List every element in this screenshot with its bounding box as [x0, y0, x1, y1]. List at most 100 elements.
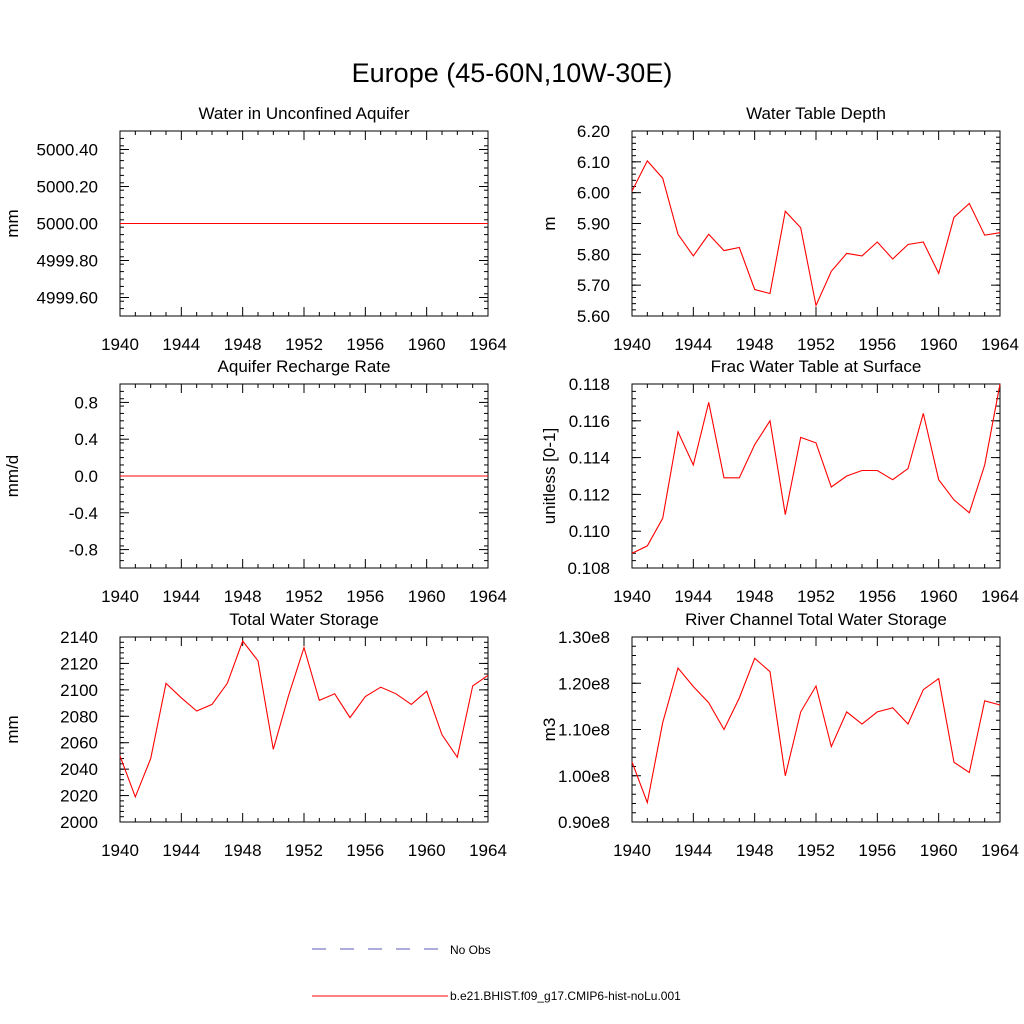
x-tick-label: 1944: [162, 841, 200, 860]
y-axis-label: m: [540, 216, 559, 230]
y-tick-label: 5000.20: [37, 178, 98, 197]
legend: No Obs b.e21.BHIST.f09_g17.CMIP6-hist-no…: [312, 943, 681, 1003]
chart-panel-5: Total Water Storage mm 1940 1944 1948 1952 195…: [3, 610, 507, 860]
x-tick-label: 1960: [920, 841, 958, 860]
y-tick-label: 0.114: [569, 449, 610, 468]
x-tick-label: 1948: [224, 841, 262, 860]
y-tick-label: -0.4: [69, 504, 98, 523]
x-tick-label: 1956: [346, 335, 384, 354]
legend-obs-label: No Obs: [450, 943, 491, 957]
y-tick-label: 4999.80: [37, 252, 98, 271]
y-tick-label: 1.20e8: [558, 674, 610, 693]
x-tick-label: 1940: [613, 587, 651, 606]
x-tick-label: 1960: [408, 587, 446, 606]
y-tick-label: 0.112: [569, 485, 610, 504]
x-tick-label: 1948: [736, 335, 774, 354]
x-tick-label: 1944: [674, 587, 712, 606]
x-tick-label: 1940: [613, 841, 651, 860]
y-tick-label: 5.60: [577, 307, 610, 326]
x-tick-label: 1952: [285, 841, 323, 860]
plot-frame: [631, 383, 1001, 569]
chart-panel-1: Water in Unconfined Aquifer mm 1940 1944 194…: [3, 104, 507, 354]
panel-title: Water in Unconfined Aquifer: [198, 104, 409, 123]
x-tick-label: 1948: [224, 335, 262, 354]
y-tick-label: 2000: [60, 813, 98, 832]
x-tick-label: 1944: [162, 587, 200, 606]
y-tick-label: 0.118: [569, 375, 610, 394]
x-tick-label: 1948: [736, 841, 774, 860]
y-tick-label: 1.00e8: [558, 767, 610, 786]
panel-title: Aquifer Recharge Rate: [218, 357, 391, 376]
y-tick-label: 2080: [60, 707, 98, 726]
plot-frame: [631, 636, 1001, 823]
y-tick-label: 2120: [60, 654, 98, 673]
x-tick-label: 1956: [346, 587, 384, 606]
chart-panel-4: Frac Water Table at Surface unitless [0-1…: [540, 357, 1019, 606]
y-tick-label: -0.8: [69, 541, 98, 560]
y-tick-label: 2060: [60, 734, 98, 753]
figure-title: Europe (45-60N,10W-30E): [352, 58, 673, 88]
series-line: [631, 657, 1001, 805]
x-tick-label: 1948: [736, 587, 774, 606]
y-tick-label: 5.80: [577, 245, 610, 264]
plot-frame: [631, 130, 1001, 317]
x-tick-label: 1944: [674, 335, 712, 354]
x-tick-label: 1960: [408, 335, 446, 354]
y-tick-label: 2020: [60, 787, 98, 806]
x-tick-label: 1952: [285, 335, 323, 354]
panel-title: Water Table Depth: [746, 104, 886, 123]
chart-panel-3: Aquifer Recharge Rate mm/d 1940 1944 1948 195…: [3, 357, 507, 606]
x-tick-label: 1940: [613, 335, 651, 354]
y-tick-label: 1.10e8: [558, 721, 610, 740]
series-line: [631, 383, 1001, 554]
y-tick-label: 2100: [60, 681, 98, 700]
y-tick-label: 0.110: [569, 522, 610, 541]
y-axis-label: mm: [3, 715, 22, 743]
legend-model-label: b.e21.BHIST.f09_g17.CMIP6-hist-noLu.001: [450, 989, 681, 1003]
x-tick-label: 1964: [981, 335, 1019, 354]
x-tick-label: 1940: [101, 587, 139, 606]
x-tick-label: 1960: [920, 335, 958, 354]
x-tick-label: 1956: [346, 841, 384, 860]
x-tick-label: 1964: [469, 335, 507, 354]
x-tick-label: 1944: [162, 335, 200, 354]
y-axis-label: mm/d: [3, 455, 22, 498]
x-tick-label: 1964: [981, 841, 1019, 860]
y-tick-label: 5.70: [577, 276, 610, 295]
y-tick-label: 5000.40: [37, 141, 98, 160]
panel-title: Total Water Storage: [229, 610, 379, 629]
x-tick-label: 1964: [469, 841, 507, 860]
y-tick-label: 0.108: [567, 559, 610, 578]
y-tick-label: 0.90e8: [558, 813, 610, 832]
y-axis-label: m3: [540, 718, 559, 742]
series-line: [119, 639, 489, 799]
x-tick-label: 1956: [858, 841, 896, 860]
x-tick-label: 1944: [674, 841, 712, 860]
x-tick-label: 1964: [469, 587, 507, 606]
series-line: [631, 159, 1001, 308]
x-tick-label: 1960: [920, 587, 958, 606]
panel-title: Frac Water Table at Surface: [711, 357, 922, 376]
plot-frame: [119, 636, 489, 823]
y-tick-label: 6.10: [577, 153, 610, 172]
x-tick-label: 1940: [101, 335, 139, 354]
y-tick-label: 4999.60: [37, 289, 98, 308]
chart-panel-2: Water Table Depth m 1940 1944 1948 1952 1956 19…: [540, 104, 1019, 354]
x-tick-label: 1956: [858, 587, 896, 606]
chart-panel-6: River Channel Total Water Storage m3 1940 1…: [540, 610, 1019, 860]
y-tick-label: 2140: [60, 628, 98, 647]
y-tick-label: 5000.00: [37, 215, 98, 234]
y-tick-label: 0.0: [74, 467, 98, 486]
y-tick-label: 0.8: [74, 393, 98, 412]
x-tick-label: 1952: [797, 587, 835, 606]
y-tick-label: 0.4: [74, 430, 98, 449]
x-tick-label: 1952: [285, 587, 323, 606]
x-tick-label: 1956: [858, 335, 896, 354]
y-axis-label: unitless [0-1]: [540, 428, 559, 524]
y-tick-label: 5.90: [577, 215, 610, 234]
panel-title: River Channel Total Water Storage: [685, 610, 947, 629]
x-tick-label: 1940: [101, 841, 139, 860]
x-tick-label: 1960: [408, 841, 446, 860]
x-tick-label: 1952: [797, 841, 835, 860]
